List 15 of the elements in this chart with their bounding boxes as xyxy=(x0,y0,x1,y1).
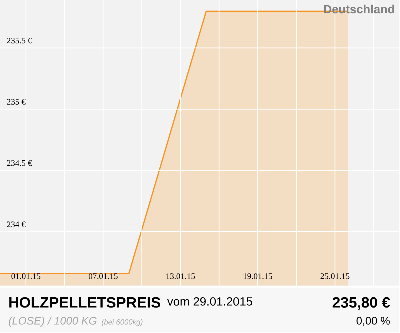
x-tick-label: 01.01.15 xyxy=(12,274,41,280)
text: 0,00 % xyxy=(356,317,390,326)
text: (LOSE) / 1000 KG xyxy=(9,316,97,328)
y-tick-label: 234.5 € xyxy=(7,160,32,166)
text: HOLZPELLETSPREIS xyxy=(10,297,160,308)
x-tick-label: 19.01.15 xyxy=(244,274,272,280)
x-tick-label: 13.01.15 xyxy=(166,274,196,280)
y-tick-label: 235.5 € xyxy=(7,38,32,44)
y-tick-label: 234 € xyxy=(7,222,26,228)
x-tick-label: 07.01.15 xyxy=(88,274,118,280)
annotation: Deutschland xyxy=(324,5,394,14)
x-tick-label: 25.01.15 xyxy=(320,274,350,280)
text: vom 29.01.2015 xyxy=(167,298,252,306)
y-tick-label: 235 € xyxy=(7,99,26,106)
text: 235,80 € xyxy=(332,297,390,310)
